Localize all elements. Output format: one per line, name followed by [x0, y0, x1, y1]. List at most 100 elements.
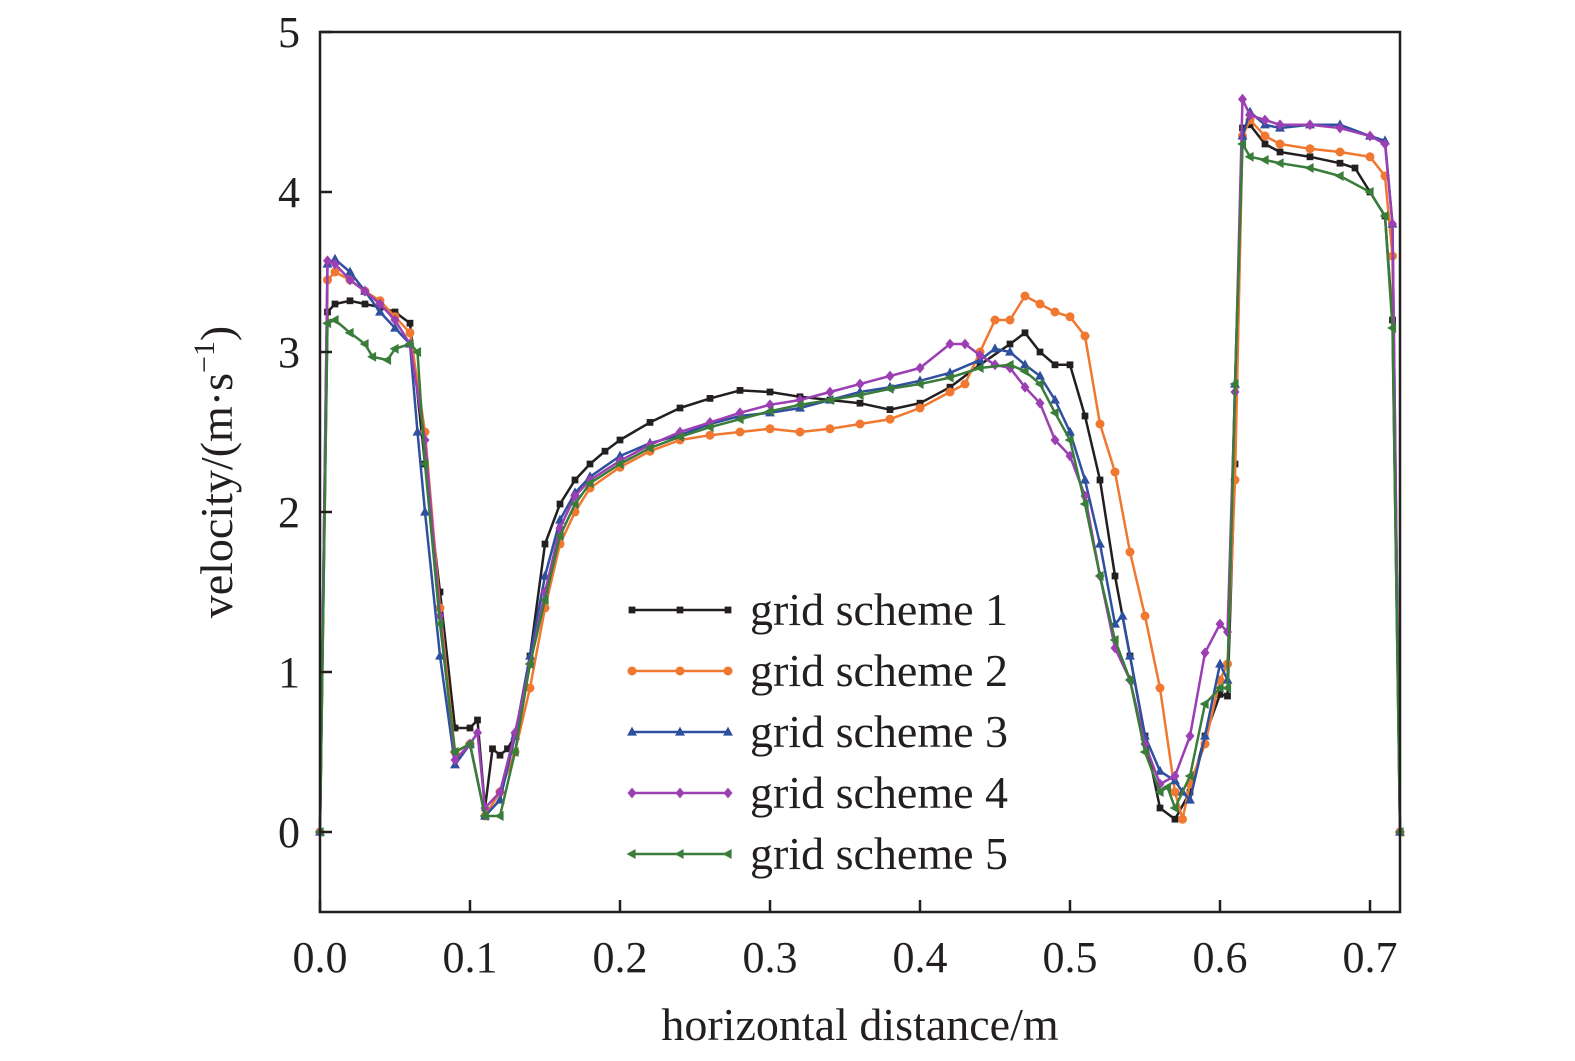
data-point — [344, 327, 354, 338]
data-point — [495, 786, 505, 798]
data-point — [1139, 747, 1149, 757]
data-point — [1364, 187, 1374, 197]
legend-item: grid scheme 5 — [626, 828, 1008, 879]
data-point — [539, 595, 549, 605]
y-tick-label: 2 — [278, 488, 300, 537]
y-axis-label-main: velocity/(m·s — [191, 373, 242, 618]
data-point — [886, 406, 894, 413]
y-axis: 0 1 2 3 4 5 — [278, 8, 332, 857]
data-point — [764, 406, 774, 417]
data-point — [1184, 771, 1194, 781]
data-point — [795, 394, 805, 406]
data-point — [1155, 765, 1165, 775]
y-axis-label: velocity/(m·s−1) — [188, 326, 242, 619]
data-point — [945, 338, 955, 350]
data-point — [1019, 366, 1029, 377]
data-point — [704, 422, 714, 433]
legend-marker — [627, 787, 637, 799]
data-point — [1162, 782, 1172, 793]
data-point — [884, 383, 894, 394]
data-point — [1080, 331, 1090, 341]
data-point — [412, 426, 423, 436]
data-point — [1388, 218, 1397, 230]
data-point — [1064, 435, 1074, 445]
data-point — [390, 322, 400, 332]
data-point — [449, 747, 459, 757]
data-point — [1020, 291, 1030, 301]
data-point — [1275, 119, 1285, 131]
data-point — [1050, 394, 1060, 404]
data-point — [494, 811, 504, 821]
data-point — [1125, 650, 1135, 660]
data-point — [825, 424, 835, 434]
data-point — [1005, 346, 1015, 356]
data-point — [1095, 538, 1105, 548]
x-tick-label: 0.7 — [1343, 933, 1398, 982]
data-point — [382, 355, 392, 365]
data-point — [1080, 474, 1090, 484]
legend-marker — [626, 849, 636, 859]
data-point — [1170, 787, 1180, 797]
data-point — [675, 426, 685, 438]
data-point — [676, 404, 684, 412]
plot-series-group — [314, 93, 1405, 838]
data-point — [1125, 547, 1135, 557]
data-point — [734, 414, 744, 425]
data-point — [674, 431, 684, 442]
data-point — [435, 650, 445, 660]
data-point — [391, 308, 399, 316]
data-point — [976, 361, 984, 369]
data-point — [375, 306, 385, 316]
data-point — [1156, 804, 1164, 812]
x-axis-label: horizontal distance/m — [661, 999, 1058, 1050]
data-point — [1110, 467, 1120, 477]
data-point — [990, 343, 1000, 353]
data-point — [420, 434, 430, 446]
data-point — [1051, 361, 1059, 369]
data-point — [390, 314, 400, 326]
data-point — [571, 476, 579, 484]
data-point — [824, 395, 834, 405]
data-point — [406, 319, 414, 327]
data-point — [1229, 379, 1239, 389]
data-point — [1238, 93, 1247, 105]
legend-item: grid scheme 4 — [627, 767, 1008, 818]
legend-marker — [675, 787, 685, 799]
data-point — [1095, 419, 1105, 429]
legend-label: grid scheme 3 — [750, 706, 1008, 757]
data-point — [1379, 211, 1389, 221]
data-point — [1237, 139, 1247, 149]
data-point — [1222, 683, 1232, 693]
data-point — [854, 390, 864, 401]
data-point — [1261, 140, 1269, 148]
y-tick-label: 4 — [278, 168, 300, 217]
data-point — [367, 351, 377, 362]
data-point — [474, 716, 481, 724]
data-point — [1215, 658, 1225, 668]
data-point — [946, 383, 954, 391]
x-tick-label: 0.6 — [1193, 933, 1248, 982]
data-point — [570, 490, 580, 502]
data-point — [466, 724, 474, 732]
data-point — [489, 745, 496, 753]
data-point — [1020, 359, 1030, 369]
data-point — [420, 506, 430, 516]
data-point — [794, 399, 804, 410]
legend-marker — [722, 849, 732, 859]
data-point — [331, 300, 339, 308]
data-point — [974, 363, 984, 373]
data-point — [1140, 611, 1150, 621]
data-point — [1304, 163, 1314, 173]
data-point — [1200, 647, 1210, 659]
data-point — [1081, 412, 1089, 420]
data-point — [1124, 675, 1134, 685]
data-point — [1154, 787, 1164, 797]
legend-label: grid scheme 1 — [750, 584, 1008, 635]
data-point — [450, 754, 460, 766]
legend: grid scheme 1 grid scheme 2 grid scheme 3 g… — [626, 584, 1008, 879]
data-point — [1079, 499, 1089, 509]
data-point — [1216, 691, 1224, 698]
data-point — [1306, 153, 1314, 161]
data-point — [1260, 114, 1270, 126]
